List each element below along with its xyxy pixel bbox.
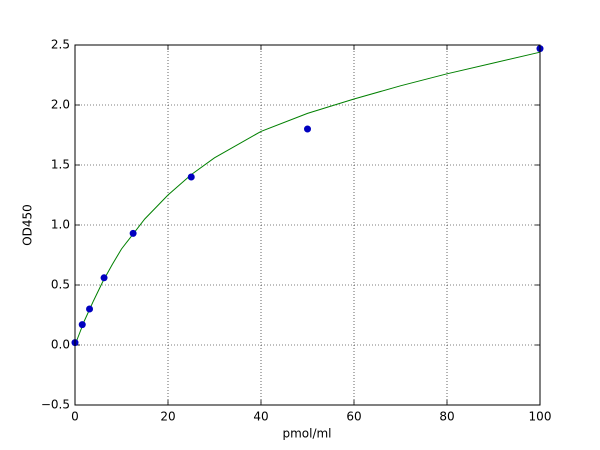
y-tick-label: 1.0: [51, 218, 70, 232]
y-axis-label: OD450: [21, 204, 35, 246]
x-tick-label: 40: [253, 410, 268, 424]
x-tick-label: 20: [160, 410, 175, 424]
y-tick-label: −0.5: [41, 398, 70, 412]
x-tick-label: 100: [529, 410, 552, 424]
x-tick-label: 80: [439, 410, 454, 424]
x-tick-label: 0: [71, 410, 79, 424]
y-tick-label: 2.5: [51, 38, 70, 52]
y-tick-label: 0.5: [51, 278, 70, 292]
plot-frame: [74, 44, 541, 406]
y-tick-label: 2.0: [51, 98, 70, 112]
fit-curve: [74, 51, 541, 346]
data-point: [304, 125, 311, 133]
data-point: [187, 173, 195, 181]
x-tick-label: 60: [346, 410, 361, 424]
data-point: [129, 229, 137, 237]
y-tick-label: 0.0: [51, 338, 70, 352]
data-point: [100, 274, 108, 282]
y-tick-label: 1.5: [51, 158, 70, 172]
data-point: [78, 321, 86, 329]
x-axis-label: pmol/ml: [282, 427, 331, 441]
data-point: [86, 305, 94, 313]
